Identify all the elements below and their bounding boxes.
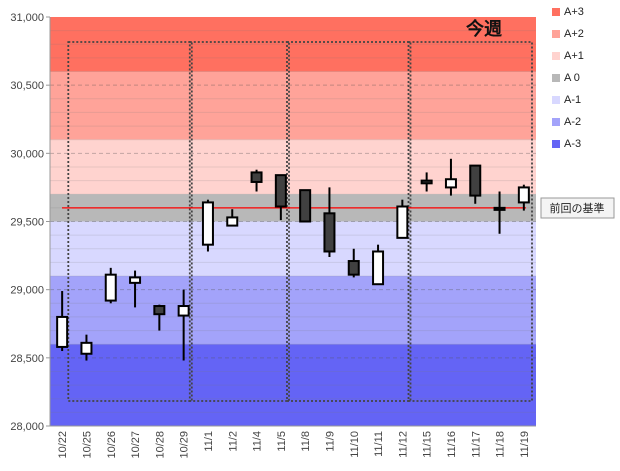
candle-body — [80, 341, 93, 355]
legend-label: A-1 — [564, 94, 582, 106]
legend-item: A+3 — [552, 6, 584, 18]
week-box — [67, 41, 193, 402]
y-tick-label: 29,000 — [10, 285, 44, 297]
candle-body — [274, 174, 287, 208]
x-tick-label: 10/22 — [57, 431, 69, 459]
band-A+3 — [50, 17, 536, 72]
y-tick-label: 31,000 — [10, 12, 44, 24]
legend-label: A+3 — [564, 6, 584, 18]
x-tick-label: 11/15 — [422, 431, 434, 458]
x-tick-label: 11/19 — [519, 431, 531, 458]
candle-body — [517, 186, 530, 204]
band-A+2 — [50, 71, 536, 140]
x-tick-label: 11/8 — [300, 431, 312, 452]
candle-body — [153, 305, 166, 316]
candle-body — [420, 179, 433, 185]
x-tick-label: 10/25 — [81, 431, 93, 459]
candle-body — [323, 212, 336, 253]
week-box — [407, 41, 533, 402]
x-tick-label: 11/18 — [495, 431, 507, 458]
x-tick-label: 10/27 — [130, 431, 142, 459]
legend-swatch — [552, 140, 560, 148]
week-box — [286, 41, 412, 402]
x-tick-label: 11/17 — [470, 431, 482, 458]
legend-item: A-1 — [552, 94, 581, 106]
legend-label: A+2 — [564, 28, 584, 40]
legend-label: A+1 — [564, 50, 584, 62]
candle-body — [372, 250, 385, 286]
x-tick-label: 11/2 — [227, 431, 239, 452]
x-tick-label: 11/16 — [446, 431, 458, 458]
legend-item: A+2 — [552, 28, 584, 40]
candle-body — [396, 205, 409, 239]
legend-item: A 0 — [552, 72, 580, 84]
y-tick-label: 28,500 — [10, 353, 44, 365]
legend-label: A-2 — [564, 116, 582, 128]
band-A-2 — [50, 276, 536, 345]
legend-label: A 0 — [564, 72, 580, 84]
band-A-1 — [50, 221, 536, 277]
legend-swatch — [552, 118, 560, 126]
y-tick-label: 29,500 — [10, 217, 44, 229]
legend-swatch — [552, 30, 560, 38]
x-tick-label: 10/28 — [154, 431, 166, 459]
reference-label: 前回の基準 — [550, 201, 605, 215]
x-tick-label: 11/11 — [373, 431, 385, 457]
reference-label-box — [540, 197, 615, 219]
candle-body — [347, 260, 360, 276]
candle-body — [56, 315, 69, 348]
x-tick-label: 11/1 — [203, 431, 215, 452]
x-tick-label: 10/29 — [179, 431, 191, 459]
candle-body — [104, 273, 117, 302]
candle-body — [201, 201, 214, 246]
legend-item: A+1 — [552, 50, 584, 62]
legend-swatch — [552, 52, 560, 60]
candle-body — [493, 206, 506, 211]
legend-swatch — [552, 8, 560, 16]
legend-label: A-3 — [564, 138, 582, 150]
x-tick-label: 11/9 — [324, 431, 336, 452]
band-A-3 — [50, 344, 536, 426]
candle-body — [226, 216, 239, 227]
x-tick-label: 11/12 — [397, 431, 409, 458]
candle-body — [469, 164, 482, 197]
y-tick-label: 30,500 — [10, 80, 44, 92]
y-tick-label: 30,000 — [10, 148, 44, 160]
x-tick-label: 10/26 — [106, 431, 118, 459]
legend-swatch — [552, 74, 560, 82]
week-box — [188, 41, 290, 402]
candle-body — [129, 276, 142, 284]
x-tick-label: 11/10 — [349, 431, 361, 458]
legend-swatch — [552, 96, 560, 104]
candle-body — [444, 178, 457, 189]
candle-body — [299, 189, 312, 223]
legend-item: A-2 — [552, 116, 581, 128]
y-tick-label: 28,000 — [10, 421, 44, 433]
candle-body — [250, 171, 263, 183]
legend-item: A-3 — [552, 138, 581, 150]
x-tick-label: 11/5 — [276, 431, 288, 452]
x-tick-label: 11/4 — [252, 431, 264, 452]
candle-body — [177, 305, 190, 317]
this-week-label: 今週 — [466, 18, 502, 39]
